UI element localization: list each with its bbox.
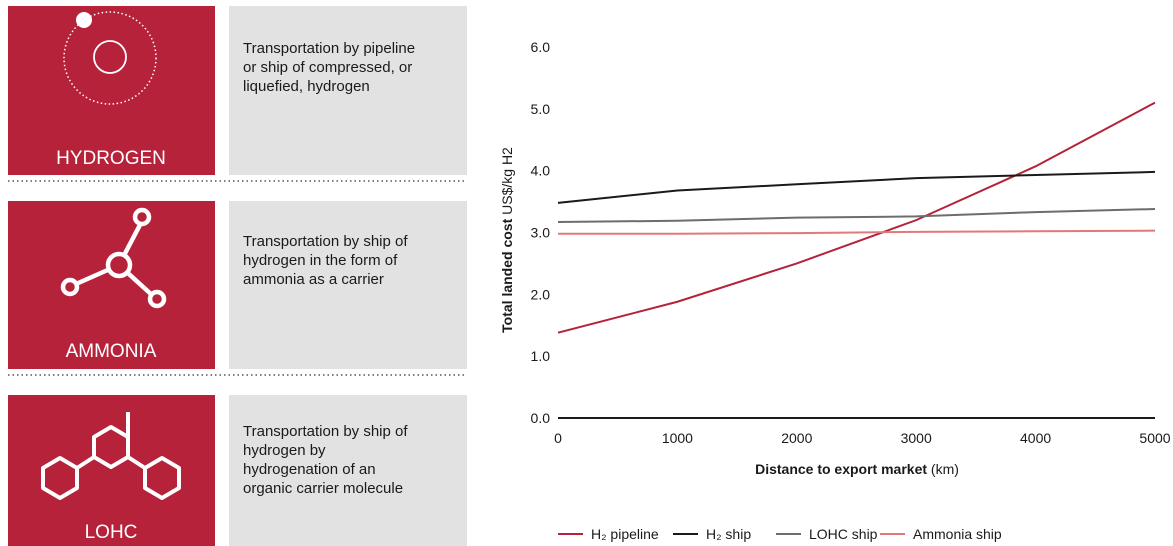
- panel-description: Transportation by ship of: [243, 423, 408, 440]
- y-axis-label: Total landed cost US$/kg H2: [499, 147, 515, 333]
- x-tick-label: 0: [554, 430, 562, 446]
- series-line: [557, 208, 1156, 223]
- x-tick-label: 2000: [781, 430, 812, 446]
- x-tick-label: 4000: [1020, 430, 1051, 446]
- y-tick-label: 5.0: [531, 101, 551, 117]
- legend-label: H₂ ship: [706, 526, 751, 542]
- x-label-rest: (km): [931, 461, 959, 477]
- panel-description: organic carrier molecule: [243, 480, 403, 497]
- panel-label: HYDROGEN: [56, 148, 166, 169]
- hydrogen-icon: [63, 11, 157, 105]
- legend-label: H₂ pipeline: [591, 526, 659, 542]
- panel-description: or ship of compressed, or: [243, 59, 412, 76]
- y-tick-label: 0.0: [531, 410, 551, 426]
- y-tick-label: 2.0: [531, 286, 551, 302]
- panel-description: hydrogen in the form of: [243, 252, 398, 269]
- panel-label: AMMONIA: [66, 341, 157, 362]
- panel-description: Transportation by ship of: [243, 233, 408, 250]
- panel-label: LOHC: [85, 522, 138, 543]
- panel-description: liquefied, hydrogen: [243, 78, 370, 95]
- panel-grey: [229, 395, 467, 546]
- y-tick-label: 1.0: [531, 348, 551, 364]
- ammonia-icon: [60, 207, 167, 309]
- panel-description: hydrogen by: [243, 442, 326, 459]
- y-label-rest: US$/kg H2: [499, 147, 515, 215]
- x-tick-label: 5000: [1139, 430, 1170, 446]
- panel-description: ammonia as a carrier: [243, 271, 384, 288]
- x-tick-label: 3000: [901, 430, 932, 446]
- x-label-bold: Distance to export market: [755, 461, 927, 477]
- panel-red: [8, 201, 215, 369]
- panel-grey: [229, 6, 467, 175]
- x-axis-label: Distance to export market (km): [755, 461, 959, 477]
- x-tick-label: 1000: [662, 430, 693, 446]
- y-tick-label: 6.0: [531, 39, 551, 55]
- y-tick-label: 4.0: [531, 163, 551, 179]
- series-line: [557, 101, 1156, 334]
- series-line: [558, 229, 1156, 235]
- lohc-icon: [41, 412, 181, 500]
- panel-description: hydrogenation of an: [243, 461, 376, 478]
- y-label-bold: Total landed cost: [499, 218, 515, 332]
- series-line: [557, 170, 1156, 204]
- panel-description: Transportation by pipeline: [243, 40, 415, 57]
- legend-label: Ammonia ship: [913, 526, 1002, 542]
- panel-red: [8, 6, 215, 175]
- legend-label: LOHC ship: [809, 526, 878, 542]
- y-tick-label: 3.0: [531, 225, 551, 241]
- panel-grey: [229, 201, 467, 369]
